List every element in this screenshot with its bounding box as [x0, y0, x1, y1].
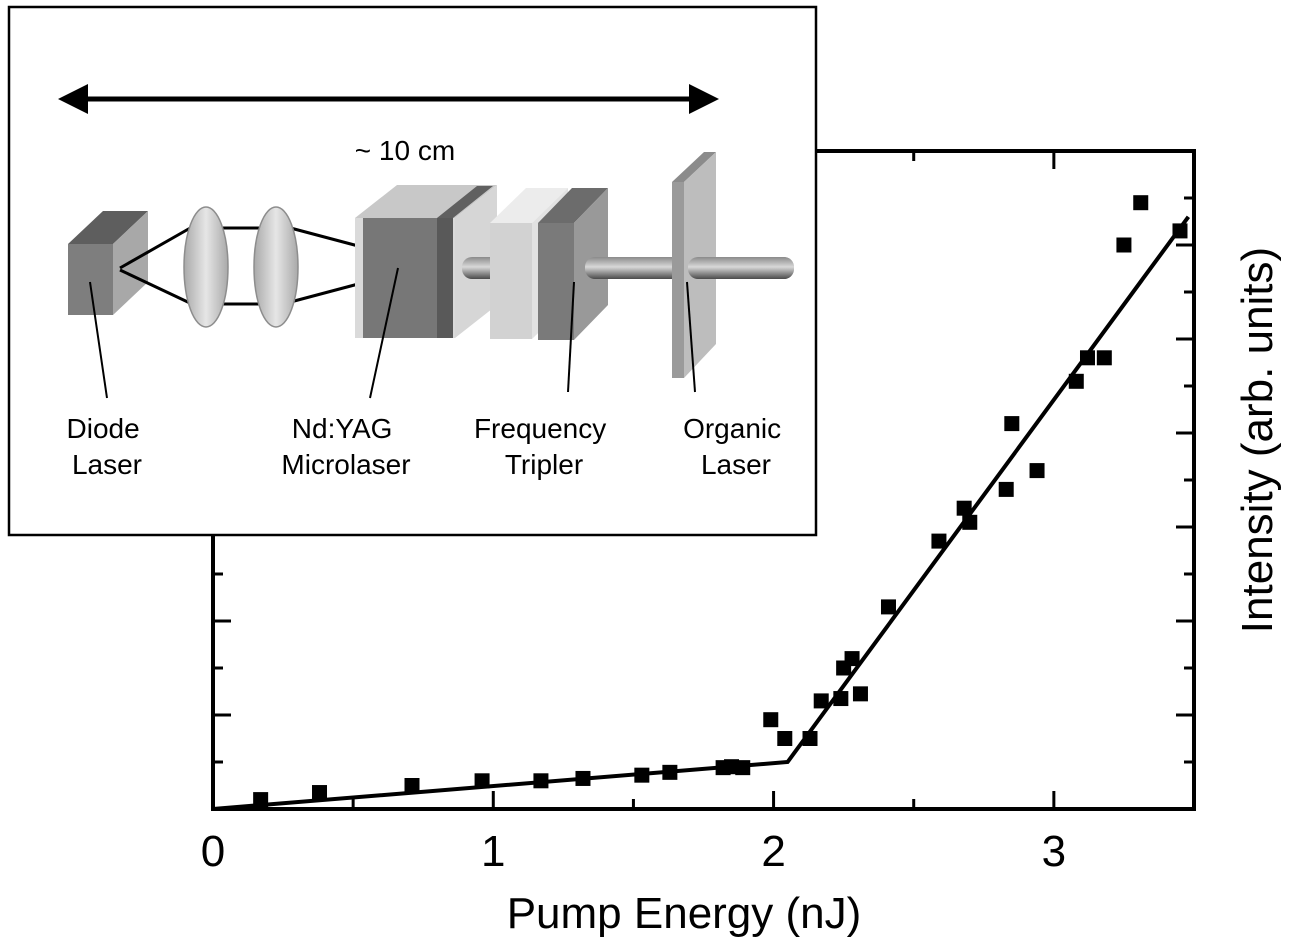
x-tick-label: 1 [481, 827, 505, 876]
dimension-label: ~ 10 cm [355, 135, 455, 166]
fit-line [212, 215, 1191, 811]
data-point [833, 691, 849, 707]
data-point [1172, 223, 1188, 239]
data-point [931, 533, 947, 549]
data-point [312, 785, 328, 801]
data-point [956, 500, 972, 516]
data-point [662, 764, 678, 780]
ndyag-label-line2: Microlaser [281, 449, 410, 480]
data-point [1096, 350, 1112, 366]
data-point [474, 773, 490, 789]
tripler-label-line2: Tripler [505, 449, 583, 480]
data-point [777, 731, 793, 746]
inset-schematic: ~ 10 cm [7, 5, 818, 537]
data-point [852, 686, 868, 702]
data-point [880, 599, 896, 615]
fit-lines [212, 215, 1191, 811]
x-tick-label: 3 [1042, 827, 1066, 876]
data-point [1116, 237, 1132, 253]
data-point [763, 712, 779, 728]
lens-two [253, 206, 299, 328]
x-axis-label: Pump Energy (nJ) [507, 889, 862, 938]
data-point [1079, 350, 1095, 366]
data-point [634, 767, 650, 783]
x-tick-label: 2 [761, 827, 785, 876]
data-point [1004, 416, 1020, 432]
data-point [533, 773, 549, 789]
lens-one [183, 206, 229, 328]
organic-label-line1: Organic [683, 413, 781, 444]
data-point [253, 792, 269, 808]
data-point [962, 514, 978, 530]
rod-segment-front [585, 257, 673, 279]
svg-text:Organic Laser: Organic Laser [683, 413, 789, 480]
svg-text:Nd:YAG Microlaser: Nd:YAG Microlaser [281, 413, 410, 480]
data-point [1133, 195, 1149, 211]
data-point [813, 693, 829, 709]
ndyag-label-line1: Nd:YAG [292, 413, 393, 444]
svg-text:Frequency Tripler: Frequency Tripler [474, 413, 614, 480]
svg-text:Diode Laser: Diode Laser [67, 413, 148, 480]
x-tick-labels: 0 1 2 3 [201, 827, 1066, 876]
data-point [735, 760, 751, 776]
data-point [1068, 373, 1084, 389]
data-point [844, 651, 860, 667]
organic-label-line2: Laser [701, 449, 771, 480]
rod-segment-exit [688, 257, 794, 279]
ndyag-microlaser-component [355, 185, 497, 338]
x-tick-label: 0 [201, 827, 225, 876]
data-points [253, 195, 1188, 808]
dimension-arrow [58, 84, 719, 114]
diode-label-line1: Diode [67, 413, 140, 444]
tripler-label-line1: Frequency [474, 413, 606, 444]
beam-lines [119, 224, 363, 306]
data-point [1029, 463, 1045, 479]
y-axis-label: Intensity (arb. units) [1233, 247, 1282, 633]
label-leader-lines [89, 267, 696, 399]
diode-label-line2: Laser [72, 449, 142, 480]
data-point [575, 770, 591, 786]
data-point [404, 778, 420, 793]
data-point [802, 731, 818, 746]
data-point [998, 481, 1014, 497]
